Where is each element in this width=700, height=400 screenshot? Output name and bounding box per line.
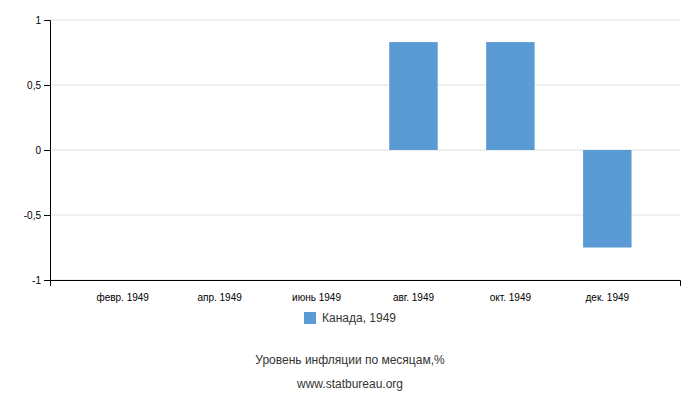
bar: [389, 42, 437, 150]
y-tick-mark: [44, 215, 50, 216]
y-tick-label: -0,5: [24, 210, 42, 221]
x-tick: окт. 1949: [490, 292, 532, 303]
y-axis-line: [44, 21, 51, 281]
bar: [195, 150, 243, 151]
x-axis: февр. 1949 апр. 1949 июнь 1949 авг. 1949 окт…: [51, 281, 681, 304]
bar: [583, 150, 631, 248]
y-tick-label: 1: [35, 15, 41, 26]
plot: -1 -0,5 0 0,5 1 февр. 1949 апр. 1949 июнь 1949 а…: [24, 15, 681, 303]
bar: [292, 150, 340, 151]
x-tick-label: авг. 1949: [393, 292, 435, 303]
x-tick: дек. 1949: [586, 292, 630, 303]
x-tick-label: дек. 1949: [586, 292, 630, 303]
x-tick-label: февр. 1949: [96, 292, 149, 303]
y-tick: 0: [35, 145, 50, 156]
legend-item: Канада, 1949: [304, 311, 396, 325]
grid-line: [50, 20, 680, 21]
source: www.statbureau.org: [296, 377, 403, 391]
y-tick-mark: [44, 150, 50, 151]
y-axis: -1 -0,5 0 0,5 1: [24, 15, 51, 286]
bars: [389, 42, 631, 247]
legend: Канада, 1949: [304, 311, 396, 325]
y-tick: 1: [35, 15, 50, 26]
chart: -1 -0,5 0 0,5 1 февр. 1949 апр. 1949 июнь 1949 а…: [0, 0, 700, 400]
x-axis-line: [51, 281, 681, 287]
x-tick-label: окт. 1949: [490, 292, 532, 303]
x-tick-label: июнь 1949: [292, 292, 341, 303]
y-tick-label: 0: [35, 145, 41, 156]
x-tick: апр. 1949: [197, 292, 242, 303]
legend-label: Канада, 1949: [322, 311, 396, 325]
grid-line: [50, 85, 680, 86]
x-tick-label: апр. 1949: [197, 292, 242, 303]
y-tick-mark: [44, 20, 50, 21]
x-tick: февр. 1949: [96, 292, 149, 303]
y-tick-label: 0,5: [27, 80, 41, 91]
y-tick-mark: [44, 280, 50, 281]
x-tick: авг. 1949: [393, 292, 435, 303]
y-tick: -0,5: [24, 210, 50, 221]
y-tick: -1: [32, 275, 50, 286]
legend-swatch: [304, 312, 316, 324]
bar: [486, 42, 534, 150]
grid: [50, 20, 680, 280]
x-label: Уровень инфляции по месяцам,%: [255, 353, 445, 367]
y-tick-mark: [44, 85, 50, 86]
y-tick: 0,5: [27, 80, 50, 91]
bar: [98, 150, 146, 151]
y-tick-label: -1: [32, 275, 41, 286]
x-tick: июнь 1949: [292, 292, 341, 303]
